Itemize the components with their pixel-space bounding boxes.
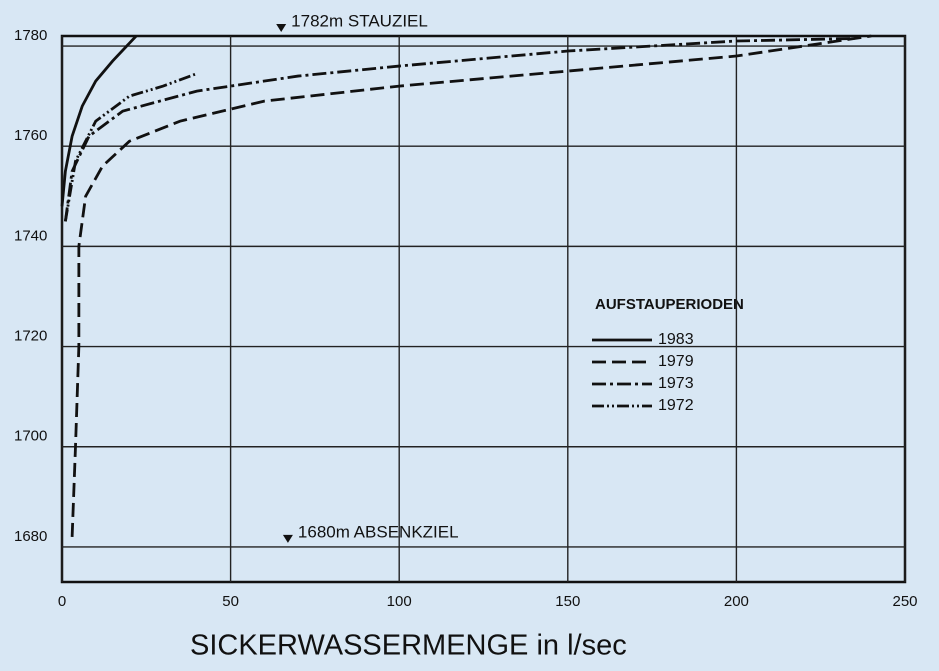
annotation-marker (282, 534, 293, 543)
line-series (60, 35, 138, 207)
legend-label: 1973 (658, 375, 694, 392)
y-tick-label: 1740 (14, 227, 47, 244)
y-tick-label: 1700 (14, 428, 47, 445)
x-tick-label: 200 (724, 593, 749, 610)
annotation: 1680m ABSENKZIEL (298, 522, 459, 541)
x-tick-label: 50 (222, 593, 239, 610)
line-series (70, 34, 872, 537)
legend-title: AUFSTAUPERIODEN (595, 296, 744, 313)
line-series (63, 72, 198, 222)
x-tick-label: 0 (58, 593, 66, 610)
x-tick-label: 150 (555, 593, 580, 610)
legend-label: 1983 (658, 331, 694, 348)
y-tick-label: 1680 (14, 528, 47, 545)
x-axis-label: SICKERWASSERMENGE in l/sec (190, 630, 627, 662)
annotation-marker (276, 24, 287, 32)
annotation: 1782m STAUZIEL (291, 11, 428, 30)
y-tick-label: 1760 (14, 127, 47, 144)
x-tick-label: 250 (892, 593, 917, 610)
legend-label: 1979 (658, 353, 694, 370)
x-tick-label: 100 (387, 593, 412, 610)
y-tick-label: 1720 (14, 328, 47, 345)
legend-label: 1972 (658, 397, 694, 414)
y-tick-label: 1780 (14, 27, 47, 44)
line-series (63, 37, 855, 222)
